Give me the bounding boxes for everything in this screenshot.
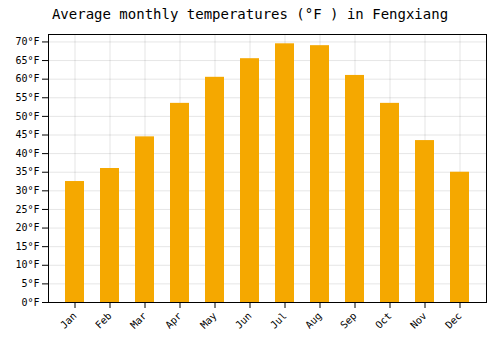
svg-text:0°F: 0°F [21,297,39,308]
svg-text:60°F: 60°F [15,73,39,84]
svg-text:Dec: Dec [443,310,464,331]
svg-text:Nov: Nov [408,310,429,331]
svg-text:5°F: 5°F [21,278,39,289]
svg-text:30°F: 30°F [15,185,39,196]
svg-text:May: May [198,310,219,331]
svg-text:Feb: Feb [93,310,114,331]
svg-text:35°F: 35°F [15,166,39,177]
svg-text:15°F: 15°F [15,241,39,252]
svg-text:10°F: 10°F [15,259,39,270]
svg-text:70°F: 70°F [15,36,39,47]
svg-text:50°F: 50°F [15,111,39,122]
svg-text:45°F: 45°F [15,129,39,140]
svg-text:Mar: Mar [128,310,149,331]
svg-text:Oct: Oct [373,310,394,331]
svg-text:40°F: 40°F [15,148,39,159]
svg-text:Sep: Sep [338,310,359,331]
svg-text:55°F: 55°F [15,92,39,103]
svg-text:Jan: Jan [58,310,79,331]
svg-text:20°F: 20°F [15,222,39,233]
svg-text:Jun: Jun [233,310,254,331]
svg-text:25°F: 25°F [15,204,39,215]
svg-text:65°F: 65°F [15,55,39,66]
svg-text:Aug: Aug [303,310,324,331]
html-text:Average monthly temperatures (: Average monthly temperatures (°F ) in Fe… [51,6,449,22]
svg-text:Jul: Jul [268,310,289,331]
svg-text:Apr: Apr [163,310,184,331]
